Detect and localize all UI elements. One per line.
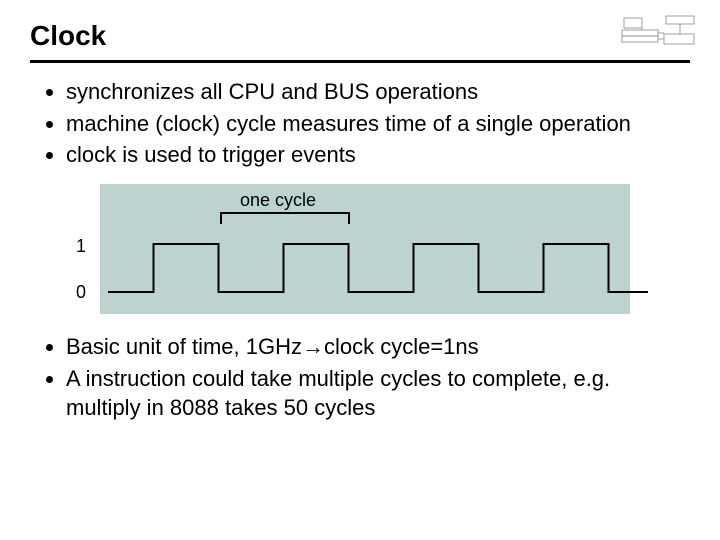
y-axis-low-label: 0	[76, 282, 86, 303]
cycle-bracket	[220, 212, 350, 214]
list-item: machine (clock) cycle measures time of a…	[66, 109, 690, 139]
clock-waveform	[108, 242, 648, 296]
list-item: synchronizes all CPU and BUS operations	[66, 77, 690, 107]
list-item: clock is used to trigger events	[66, 140, 690, 170]
list-item: A instruction could take multiple cycles…	[66, 364, 690, 423]
bullet-list-bottom: Basic unit of time, 1GHz→clock cycle=1ns…	[30, 332, 690, 423]
y-axis-high-label: 1	[76, 236, 86, 257]
list-item: Basic unit of time, 1GHz→clock cycle=1ns	[66, 332, 690, 362]
clock-waveform-diagram: 1 0 one cycle	[70, 184, 630, 314]
slide-header: Clock	[30, 20, 690, 63]
one-cycle-label: one cycle	[240, 190, 316, 211]
bullet-list-top: synchronizes all CPU and BUS operations …	[30, 77, 690, 170]
computer-diagram-icon	[620, 12, 700, 52]
slide-title: Clock	[30, 20, 690, 52]
